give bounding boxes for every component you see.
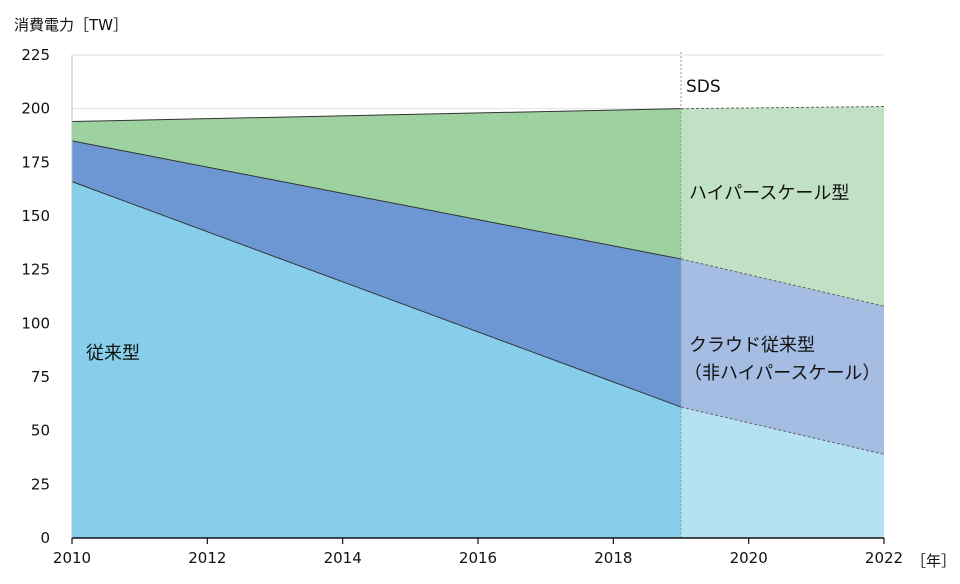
x-tick-label: 2012	[188, 549, 226, 567]
area-series-0-projection	[681, 407, 884, 538]
y-axis-title: 消費電力［TW］	[14, 16, 128, 34]
y-tick-label: 50	[31, 422, 50, 440]
y-tick-label: 175	[21, 153, 50, 171]
y-tick-label: 200	[21, 100, 50, 118]
y-tick-label: 225	[21, 46, 50, 64]
series-line-1-actual	[71, 140, 682, 260]
y-tick-label: 25	[31, 475, 50, 493]
y-tick-label: 150	[21, 207, 50, 225]
x-axis-title: ［年］	[911, 552, 956, 570]
series-line-2-actual	[71, 108, 682, 123]
series-line-0-actual	[71, 181, 682, 408]
y-tick-label: 100	[21, 314, 50, 332]
series-label-hyperscale: ハイパースケール型	[689, 183, 849, 204]
boundary-lines	[71, 52, 885, 538]
y-tick-label: 0	[40, 529, 50, 547]
x-tick-label: 2014	[324, 549, 362, 567]
stacked-areas	[72, 106, 884, 539]
x-tick-label: 2018	[594, 549, 632, 567]
y-tick-label: 125	[21, 261, 50, 279]
x-tick-label: 2016	[459, 549, 497, 567]
area-series-1-actual	[72, 140, 681, 408]
axes	[71, 55, 885, 544]
series-line-2-projection	[680, 106, 885, 110]
series-label-conventional: 従来型	[86, 343, 140, 364]
area-series-1-projection	[681, 258, 884, 455]
projection-label-sds: SDS	[686, 77, 721, 97]
x-tick-label: 2022	[865, 549, 903, 567]
x-tick-label: 2010	[53, 549, 91, 567]
series-label-cloud-line1: クラウド従来型	[689, 335, 815, 356]
area-series-2-projection	[681, 106, 884, 307]
series-label-cloud-line2: （非ハイパースケール）	[684, 363, 880, 384]
y-tick-label: 75	[31, 368, 50, 386]
x-tick-label: 2020	[730, 549, 768, 567]
area-series-2-actual	[72, 108, 681, 259]
area-series-0-actual	[72, 181, 681, 539]
tick-labels: 0 25 50 75 100 125 150 175 200 225 2010 2012 2014 201…	[21, 46, 903, 567]
